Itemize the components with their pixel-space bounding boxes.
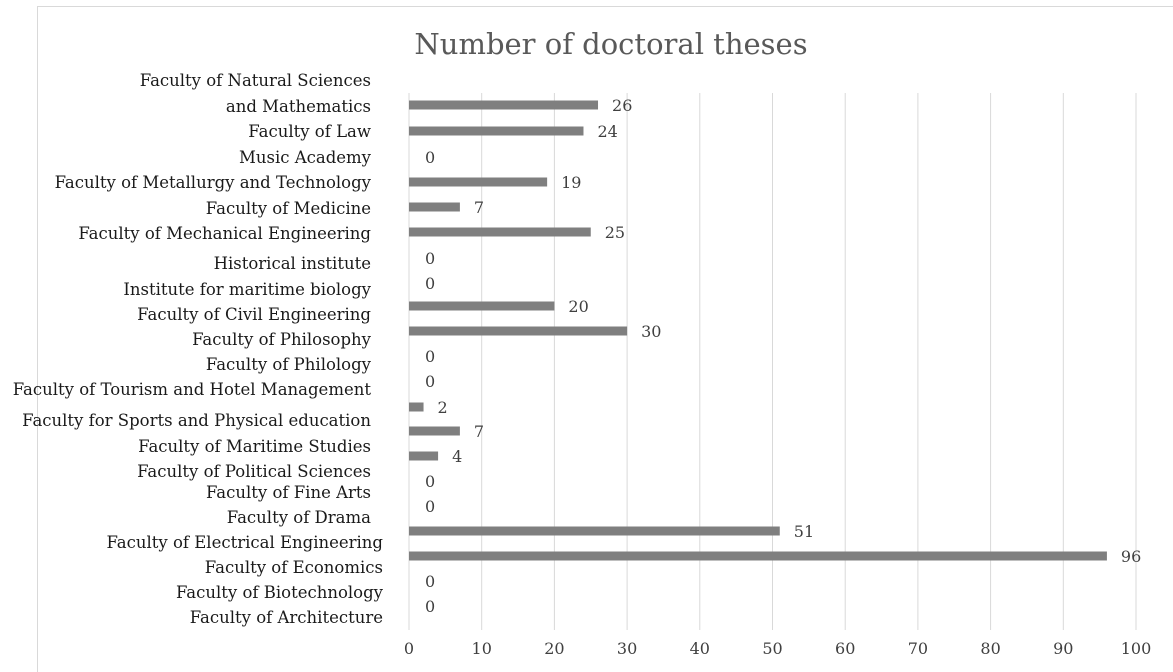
chart-title: Number of doctoral theses (414, 27, 807, 61)
x-tick-label: 70 (908, 639, 928, 658)
x-tick-label: 60 (835, 639, 855, 658)
bar-value-label: 24 (597, 122, 617, 141)
x-tick-label: 50 (762, 639, 782, 658)
chart-frame (37, 6, 1173, 672)
category-label: Faculty of Mechanical Engineering (78, 224, 371, 243)
bar-value-label: 0 (425, 249, 435, 268)
category-label: Music Academy (239, 148, 372, 167)
category-label: Faculty of Biotechnology (176, 583, 384, 602)
category-label: Faculty of Natural Sciences and Mathemati… (140, 71, 371, 116)
category-label: Faculty of Philosophy (192, 330, 372, 349)
bar (409, 526, 780, 536)
bar-value-label: 7 (474, 198, 484, 217)
bar-value-label: 7 (474, 422, 484, 441)
bar (409, 202, 460, 212)
category-label: Institute for maritime biology (123, 280, 371, 299)
bar-value-label: 19 (561, 173, 581, 192)
category-label: Faculty of Maritime Studies (138, 437, 371, 456)
bar (409, 301, 555, 311)
category-label: Faculty for Sports and Physical educatio… (22, 411, 371, 430)
bar-value-label: 4 (452, 447, 462, 466)
category-label: Faculty of Fine Arts (206, 483, 371, 502)
bar (409, 426, 460, 436)
x-tick-label: 100 (1121, 639, 1152, 658)
category-label: Faculty of Medicine (206, 199, 371, 218)
bar-value-label: 0 (425, 372, 435, 391)
x-tick-label: 30 (617, 639, 637, 658)
x-tick-label: 40 (690, 639, 710, 658)
x-tick-label: 20 (544, 639, 564, 658)
bar (409, 227, 591, 237)
category-label: Faculty of Drama (227, 508, 371, 527)
category-label: Historical institute (214, 254, 371, 273)
bar-value-label: 25 (605, 223, 625, 242)
x-tick-label: 0 (404, 639, 414, 658)
x-tick-label: 10 (472, 639, 492, 658)
bar-value-label: 0 (425, 148, 435, 167)
bar-value-label: 30 (641, 322, 661, 341)
x-tick-label: 80 (980, 639, 1000, 658)
category-label: Faculty of Metallurgy and Technology (55, 173, 372, 192)
bar-value-label: 20 (568, 297, 588, 316)
bar-value-label: 26 (612, 96, 632, 115)
x-tick-label: 90 (1053, 639, 1073, 658)
category-label: Faculty of Law (248, 122, 371, 141)
category-label: Faculty of Electrical Engineering (106, 533, 383, 552)
bar-value-label: 0 (425, 497, 435, 516)
bar (409, 100, 599, 110)
category-label: Faculty of Civil Engineering (137, 305, 371, 324)
bar (409, 402, 424, 412)
category-label: Faculty of Political Sciences (137, 462, 371, 481)
bar (409, 551, 1107, 561)
category-label: Faculty of Tourism and Hotel Management (13, 380, 372, 399)
bar-value-label: 96 (1121, 547, 1141, 566)
bar (409, 451, 439, 461)
bar-value-label: 0 (425, 347, 435, 366)
category-label: Faculty of Architecture (190, 608, 383, 627)
bar-value-label: 0 (425, 597, 435, 616)
bar-value-label: 51 (794, 522, 814, 541)
bar-value-label: 0 (425, 472, 435, 491)
bar (409, 177, 548, 187)
category-label: Faculty of Philology (206, 355, 372, 374)
bar-value-label: 2 (438, 398, 448, 417)
bar-value-label: 0 (425, 274, 435, 293)
bar (409, 326, 628, 336)
bar-value-label: 0 (425, 572, 435, 591)
bar (409, 126, 584, 136)
category-label: Faculty of Economics (205, 558, 383, 577)
